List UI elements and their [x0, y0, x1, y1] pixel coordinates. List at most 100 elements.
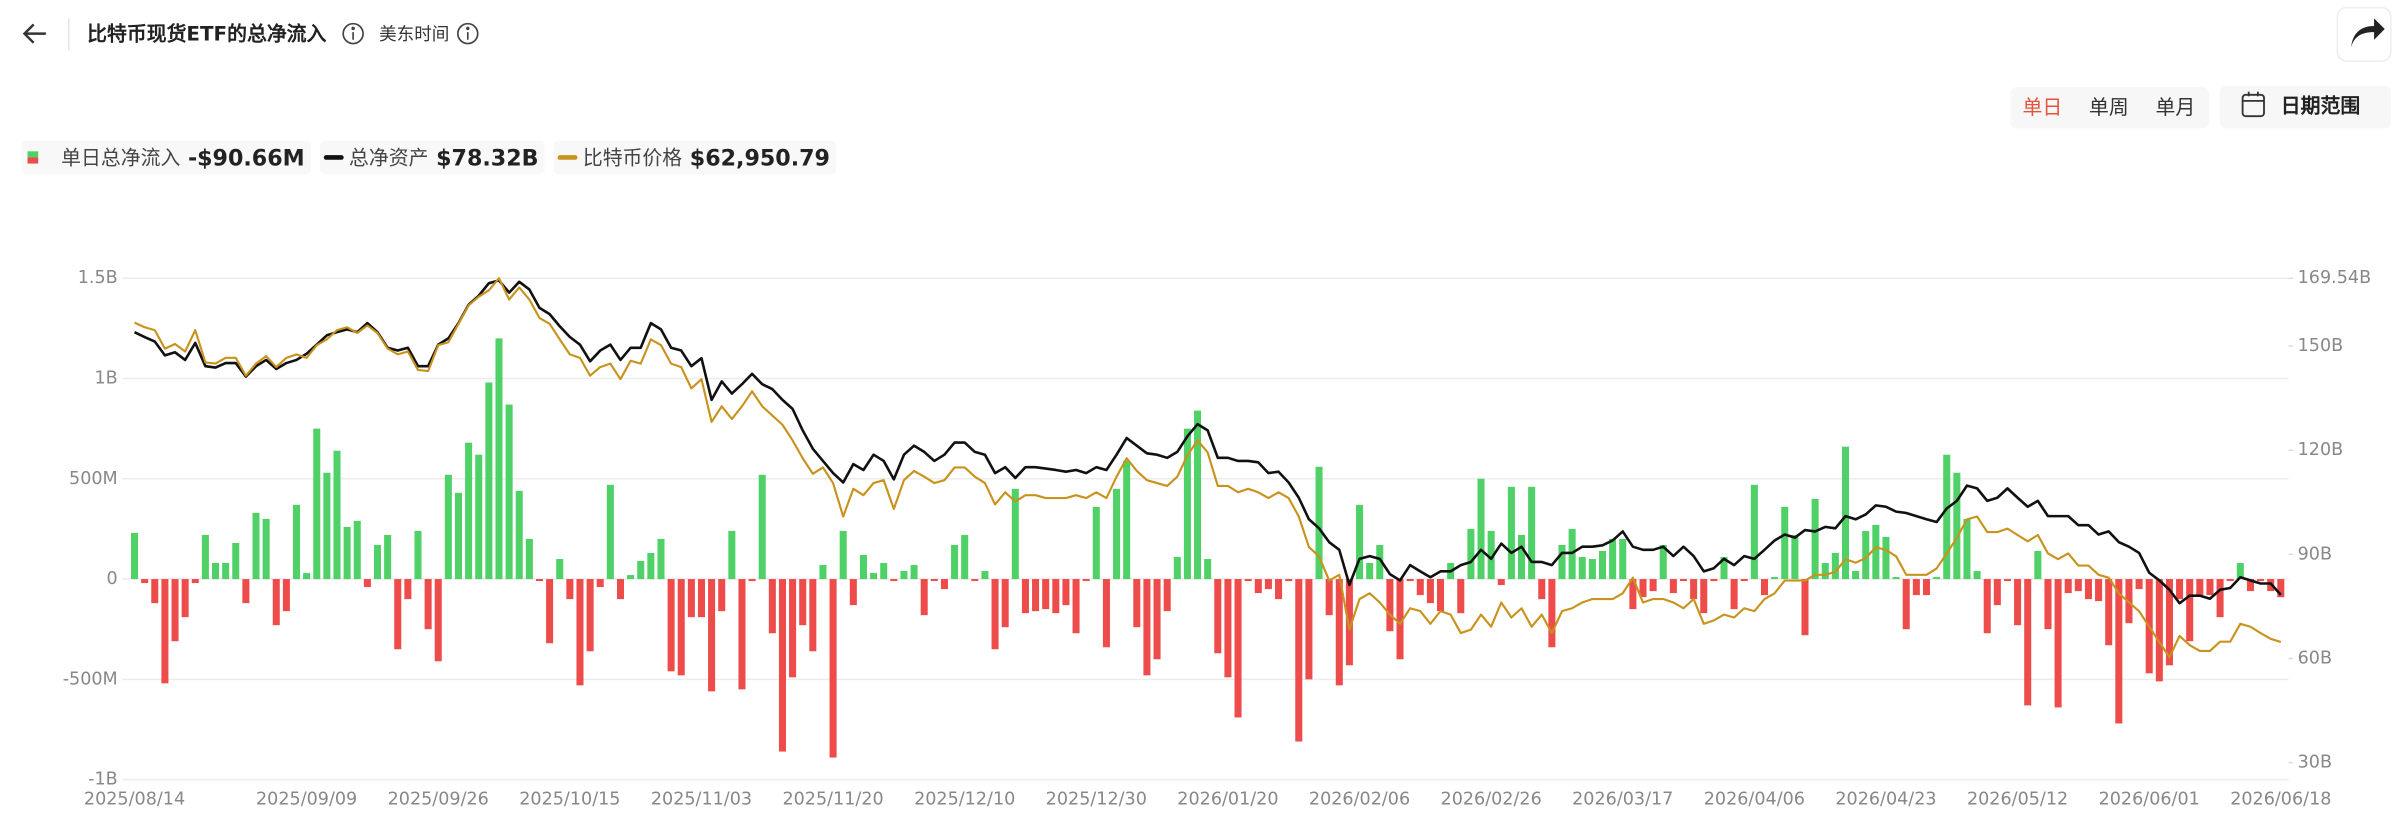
tab-bar	[2010, 87, 2209, 129]
legend-label: 总净资产	[349, 146, 428, 169]
bar	[870, 573, 878, 580]
bar	[1275, 579, 1283, 600]
bar	[2014, 579, 2022, 626]
bar	[1092, 506, 1100, 580]
x-tick-label: 2025/11/20	[782, 789, 883, 809]
bar	[1153, 579, 1161, 660]
bar	[758, 474, 766, 580]
bar	[131, 532, 139, 580]
bar	[1062, 579, 1070, 606]
bar	[1345, 579, 1353, 666]
y2-tick-label: 150B	[2298, 336, 2344, 356]
bar	[1872, 524, 1880, 580]
tab[interactable]: 单周	[2089, 96, 2129, 119]
legend-item[interactable]: 单日总净流入 -$90.66M	[21, 140, 311, 175]
info-icon[interactable]	[457, 22, 479, 45]
bar	[606, 484, 614, 580]
share-button[interactable]	[2336, 6, 2392, 62]
bar	[141, 579, 149, 584]
legend-label: 比特币价格	[583, 146, 682, 169]
x-tick-label: 2025/12/10	[914, 789, 1015, 809]
bar	[667, 579, 675, 672]
bar	[2277, 579, 2285, 598]
bar	[1032, 579, 1040, 612]
y2-tick-label: 90B	[2298, 544, 2332, 564]
bar	[1831, 552, 1839, 580]
legend-item[interactable]: 总净资产 $78.32B	[319, 140, 545, 175]
bar	[252, 512, 260, 580]
bar	[1021, 579, 1029, 614]
legend-item[interactable]: 比特币价格 $62,950.79	[553, 140, 837, 175]
x-tick-label: 2026/05/12	[1967, 789, 2068, 809]
bar	[384, 534, 392, 580]
bar	[708, 579, 716, 692]
bar	[1821, 563, 1829, 580]
bar	[880, 563, 888, 580]
bar	[1973, 571, 1981, 580]
date-range-label: 日期范围	[2281, 95, 2360, 118]
bar	[2165, 579, 2173, 666]
bar	[920, 579, 928, 616]
bar	[1416, 579, 1424, 596]
y-tick-label: -1B	[88, 770, 118, 790]
legend-swatch	[27, 151, 39, 158]
bar	[1679, 579, 1688, 582]
info-icon[interactable]	[342, 22, 364, 45]
bar	[2186, 579, 2194, 642]
bar	[546, 579, 554, 644]
bar	[181, 579, 189, 618]
bar	[1933, 577, 1941, 580]
bar	[1538, 579, 1546, 600]
bar	[657, 538, 665, 580]
bar	[404, 579, 412, 600]
bar	[2095, 579, 2103, 602]
bar	[1204, 559, 1212, 580]
bar	[1497, 579, 1505, 586]
bar	[1963, 518, 1971, 580]
bar	[454, 492, 463, 580]
bar	[1305, 579, 1313, 680]
date-range-button[interactable]: 日期范围	[2219, 85, 2391, 129]
bar	[1143, 579, 1151, 676]
bar	[1841, 446, 1850, 580]
bar	[637, 561, 645, 580]
x-tick-label: 2026/04/06	[1704, 789, 1805, 809]
bar	[1072, 579, 1080, 634]
bar	[1001, 579, 1009, 628]
bar	[1183, 428, 1191, 580]
bar	[2196, 579, 2204, 596]
bar	[961, 534, 969, 580]
legend-swatch	[27, 157, 39, 164]
bar	[799, 579, 807, 626]
bar	[1912, 579, 1920, 596]
bar	[515, 490, 523, 580]
bar	[1588, 559, 1596, 580]
bar	[1902, 579, 1910, 630]
bar	[1234, 579, 1242, 718]
bar	[1882, 536, 1890, 580]
bar	[2257, 579, 2265, 582]
tab[interactable]: 单日	[2022, 96, 2062, 119]
bar	[1264, 579, 1272, 590]
bar	[2105, 579, 2113, 646]
bar	[940, 579, 948, 590]
bar	[981, 571, 989, 580]
bar	[2064, 579, 2072, 594]
bar	[1507, 486, 1515, 580]
bar	[1325, 579, 1333, 616]
bar	[1315, 466, 1323, 580]
bar	[718, 579, 726, 612]
bar	[1852, 571, 1860, 580]
bar	[616, 579, 624, 600]
x-tick-label: 2026/01/20	[1177, 789, 1278, 809]
line	[133, 279, 2282, 605]
x-tick-label: 2025/09/26	[388, 789, 489, 809]
bar	[303, 573, 311, 580]
tab[interactable]: 单月	[2155, 96, 2195, 119]
bar	[2135, 579, 2143, 590]
x-tick-label: 2026/06/01	[2099, 789, 2200, 809]
bar	[1487, 530, 1495, 580]
legend-background	[553, 140, 837, 175]
back-button[interactable]	[22, 23, 46, 44]
bar	[728, 530, 736, 580]
